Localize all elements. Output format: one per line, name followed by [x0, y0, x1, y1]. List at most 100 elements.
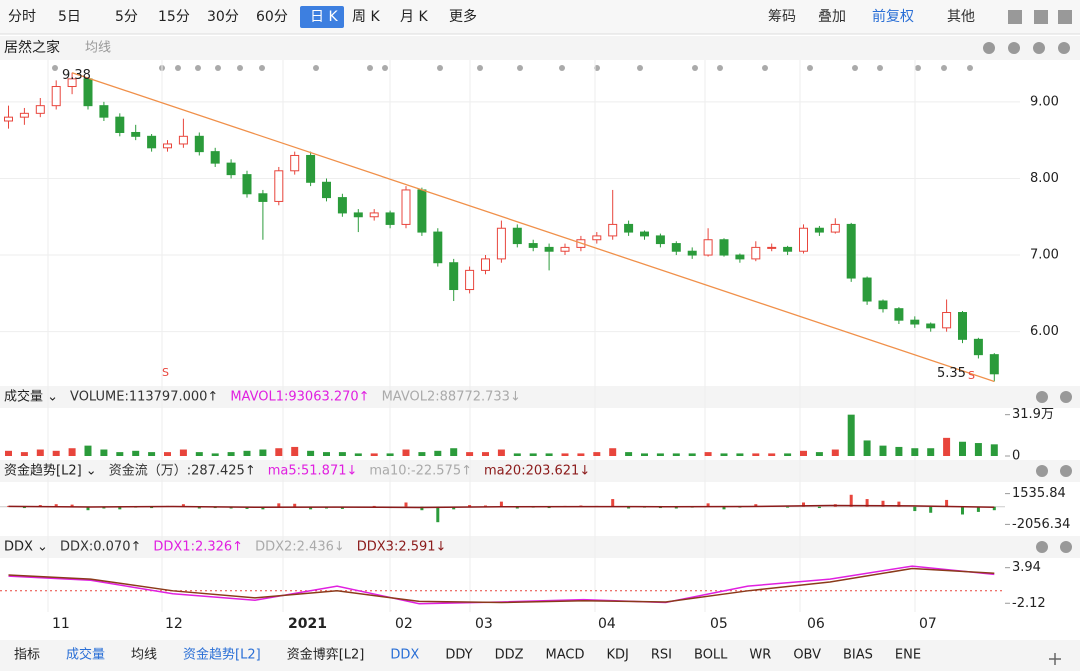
indicator-tab[interactable]: KDJ: [607, 648, 629, 663]
panel-header: [0, 386, 1080, 408]
period-button[interactable]: 周 K: [352, 9, 380, 25]
indicator-label: DDX:0.070↑: [60, 540, 141, 555]
stock-name: 居然之家: [4, 39, 60, 56]
indicator-tab[interactable]: RSI: [651, 648, 672, 663]
volume-bar: [943, 437, 951, 456]
icon[interactable]: [1058, 10, 1072, 24]
fund-bar: [70, 504, 74, 507]
volume-bar: [911, 448, 919, 456]
fund-bar: [913, 506, 917, 512]
candle-body: [481, 258, 490, 271]
y-tick-label: 1535.84: [1012, 486, 1066, 501]
volume-bar: [768, 453, 776, 456]
candle-body: [989, 354, 999, 375]
header-icons: [983, 10, 1072, 553]
fund-bar: [849, 494, 853, 507]
candle-body: [258, 193, 268, 202]
candle-body: [163, 143, 172, 149]
icon[interactable]: [983, 42, 995, 54]
volume-bar: [5, 450, 12, 456]
volume-bar: [625, 452, 633, 456]
indicator-tab[interactable]: DDX: [390, 648, 419, 663]
indicator-label: 成交量 ⌄: [4, 389, 58, 405]
icon[interactable]: [1008, 10, 1022, 24]
volume-bar: [116, 452, 124, 456]
candle-body: [671, 243, 681, 252]
indicator-tab[interactable]: OBV: [793, 648, 821, 663]
icon[interactable]: [1034, 10, 1048, 24]
icon[interactable]: [1033, 42, 1045, 54]
period-button[interactable]: 60分: [256, 9, 288, 25]
toolbar: [0, 0, 1080, 34]
candle-body: [353, 212, 363, 218]
period-button[interactable]: 月 K: [400, 9, 428, 25]
candle-body: [894, 308, 904, 321]
period-button[interactable]: 5分: [115, 9, 138, 25]
indicator-tab[interactable]: BIAS: [843, 648, 873, 663]
candle-body: [814, 227, 824, 233]
icon[interactable]: [1060, 465, 1072, 477]
indicator-tab[interactable]: 成交量: [66, 647, 105, 663]
fund-bar: [881, 500, 885, 507]
add-icon[interactable]: [1049, 653, 1061, 665]
icon[interactable]: [1036, 541, 1048, 553]
fund-bar: [961, 506, 964, 515]
ma-label[interactable]: 均线: [85, 41, 111, 56]
indicator-tab[interactable]: DDY: [445, 648, 472, 663]
candle-body: [560, 246, 570, 252]
volume-bar: [641, 453, 648, 456]
icon[interactable]: [1008, 42, 1020, 54]
indicator-tab[interactable]: WR: [749, 648, 771, 663]
volume-bar: [148, 452, 156, 456]
volume-bar: [879, 445, 887, 456]
y-tick-label: -2056.34: [1012, 517, 1070, 532]
period-button[interactable]: 日 K: [310, 9, 338, 25]
volume-bar: [259, 449, 267, 456]
volume-bar: [195, 452, 203, 456]
indicator-tab[interactable]: BOLL: [694, 648, 728, 663]
candle-body: [433, 231, 443, 264]
period-button[interactable]: 分时: [8, 9, 36, 25]
indicator-label: DDX3:2.591↓: [357, 540, 447, 555]
indicator-tab[interactable]: MACD: [546, 648, 585, 663]
x-tick-label: 05: [710, 616, 728, 632]
candle-body: [4, 116, 13, 122]
period-button[interactable]: 更多: [449, 8, 477, 25]
candle-body: [337, 197, 347, 214]
volume-bar: [36, 449, 44, 456]
period-button[interactable]: 5日: [58, 9, 81, 25]
candle-body: [242, 174, 252, 195]
candle-body: [178, 135, 188, 145]
signal: S: [162, 366, 169, 379]
candle-body: [417, 189, 427, 233]
indicator-tab[interactable]: 资金博弈[L2]: [287, 647, 365, 663]
indicator-tab[interactable]: 均线: [131, 648, 157, 663]
tool-button[interactable]: 其他: [947, 9, 975, 25]
period-button[interactable]: 15分: [158, 9, 190, 25]
tool-button[interactable]: 筹码: [768, 8, 796, 25]
icon[interactable]: [1060, 391, 1072, 403]
icon[interactable]: [1058, 42, 1070, 54]
volume-bar: [847, 414, 855, 456]
indicator-label: VOLUME:113797.000↑: [70, 390, 218, 405]
candle-body: [115, 116, 125, 133]
volume-bar: [418, 452, 426, 456]
indicator-tab[interactable]: DDZ: [495, 648, 524, 663]
indicator-tab[interactable]: 指标: [14, 648, 40, 663]
indicator-tab[interactable]: 资金趋势[L2]: [183, 647, 261, 663]
icon[interactable]: [1036, 465, 1048, 477]
indicator-tab[interactable]: ENE: [895, 648, 921, 663]
tool-button[interactable]: 叠加: [818, 9, 846, 25]
fund-bar: [309, 506, 313, 510]
period-button[interactable]: 30分: [207, 9, 239, 25]
volume-bar: [84, 445, 92, 456]
candle-body: [767, 246, 777, 249]
fund-bar: [674, 506, 678, 509]
icon[interactable]: [1036, 391, 1048, 403]
tool-button[interactable]: 前复权: [872, 8, 914, 25]
volume-bar: [482, 452, 489, 456]
icon[interactable]: [1060, 541, 1072, 553]
fund-bar: [452, 506, 456, 510]
low-label: 5.35: [937, 366, 966, 381]
x-tick-label: 02: [395, 616, 413, 632]
